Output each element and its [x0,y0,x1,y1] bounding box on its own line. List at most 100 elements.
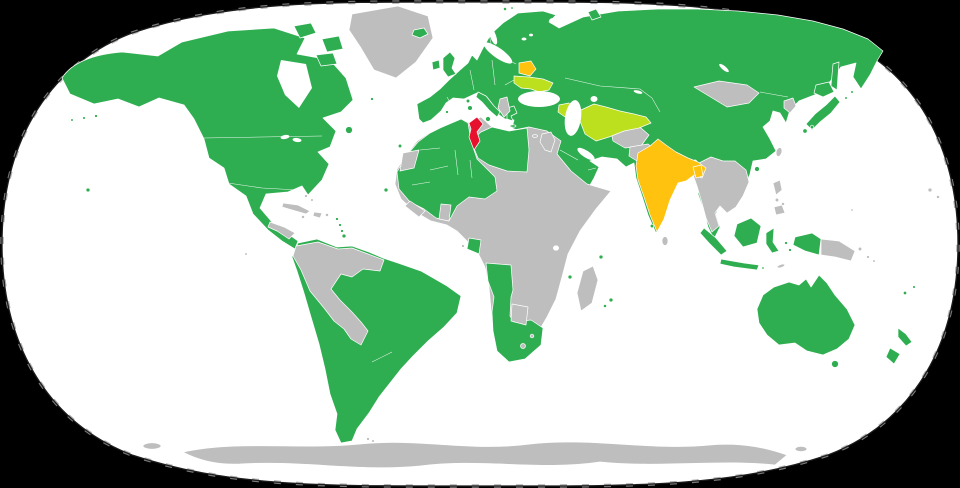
islands-marshall-2 [936,195,940,199]
islands-azores [370,97,374,101]
island-sicily [485,116,491,122]
country-gabon [466,237,482,255]
country-comoros [567,274,573,280]
country-western-sahara [399,149,420,172]
country-taiwan [775,147,783,157]
water-baltic-sea [483,42,513,64]
island-sardinia [467,105,473,111]
country-bahamas [304,194,308,198]
country-puerto-rico [325,213,329,217]
country-ukraine [513,75,554,93]
island-new-caledonia [912,285,916,289]
country-trinidad [341,233,347,239]
country-greenland [348,5,434,79]
region-antarctica-west [142,442,162,450]
region-antarctica-east [794,446,808,452]
islands-marshall [927,187,933,193]
border-eastern-europe [504,59,517,86]
islands-falkland [366,437,370,441]
chartreuse-countries [513,75,652,142]
region-northwest-south-america [292,241,385,346]
islands-moluccas-2 [788,248,792,252]
islands-hawaii [85,187,91,193]
region-central-asian-states [579,103,652,142]
country-japan-shikoku [809,124,815,130]
country-belarus [518,60,537,77]
islands-canadian-arctic-3 [315,52,338,67]
country-cyprus [532,134,538,138]
country-borders [203,24,789,363]
country-bangladesh [692,164,704,179]
islands-canary [397,143,403,149]
country-india [635,138,707,233]
islands-balearic [445,110,449,114]
water-persian-gulf [577,147,595,161]
country-new-zealand-north [897,327,913,347]
gold-countries [518,60,707,233]
island-sulawesi [765,227,780,254]
border-france-spain [446,96,453,107]
water-white-sea [549,18,557,24]
island-corsica [465,98,471,104]
island-bali [761,266,765,270]
country-cape-verde [383,187,389,193]
island-java [719,258,760,271]
country-madagascar [576,265,599,312]
country-libya [470,126,530,173]
country-philippines-luzon [772,179,783,196]
region-southern-africa-green [485,262,544,363]
water-lake-ladoga [521,37,527,41]
islands-aleutian-2 [82,116,86,120]
country-solomon-islands-2 [872,259,876,263]
water-lake-balkhash [633,90,643,94]
border-france-germany [469,69,475,91]
water-gulf-of-bothnia [488,27,498,45]
country-japan-kyushu [802,128,808,134]
country-north-korea [783,97,797,114]
islands-aleutian [94,114,98,118]
country-japan-honshu [805,95,841,131]
islands-svalbard [503,7,507,11]
country-united-kingdom [442,51,457,78]
islands-kuril-2 [844,96,848,100]
islands-canadian-arctic-2 [321,35,344,53]
region-guatemala-honduras [267,221,296,240]
country-philippines-mindanao [773,204,786,216]
water-great-lakes [280,134,290,140]
country-papua-new-guinea [820,238,856,262]
country-ireland [431,59,441,71]
country-maldives [649,223,655,229]
country-bahamas-2 [310,198,314,202]
islands-falkland-2 [371,439,375,443]
water-aral-sea [590,96,598,102]
water-caspian-sea [564,100,582,136]
island-new-guinea-west [792,232,822,256]
islands-galapagos [244,252,248,256]
border-us-canada [203,135,323,139]
islands-svalbard-2 [510,6,514,10]
border-west-africa [411,147,473,186]
island-borneo [733,217,762,248]
country-jamaica [301,215,305,219]
border-russia-china [759,91,789,98]
country-hispaniola [312,211,323,219]
africa-gray-overlays [399,149,535,349]
islands-lesser-antilles-3 [340,229,344,233]
country-mauritius [608,297,614,303]
island-sumatra [699,227,728,256]
islands-kuril [850,90,854,94]
country-fiji [902,290,908,296]
border-norway-sweden [486,24,493,49]
island-new-britain [857,246,863,252]
gray-countries [142,5,940,469]
country-japan-hokkaido [813,81,835,98]
region-levant [539,131,556,153]
region-indochina [691,156,750,233]
water-great-lakes-2 [292,137,302,143]
country-eswatini [529,333,535,339]
country-mongolia [693,80,760,108]
water-black-sea [518,91,560,107]
island-tasmania [831,360,839,368]
